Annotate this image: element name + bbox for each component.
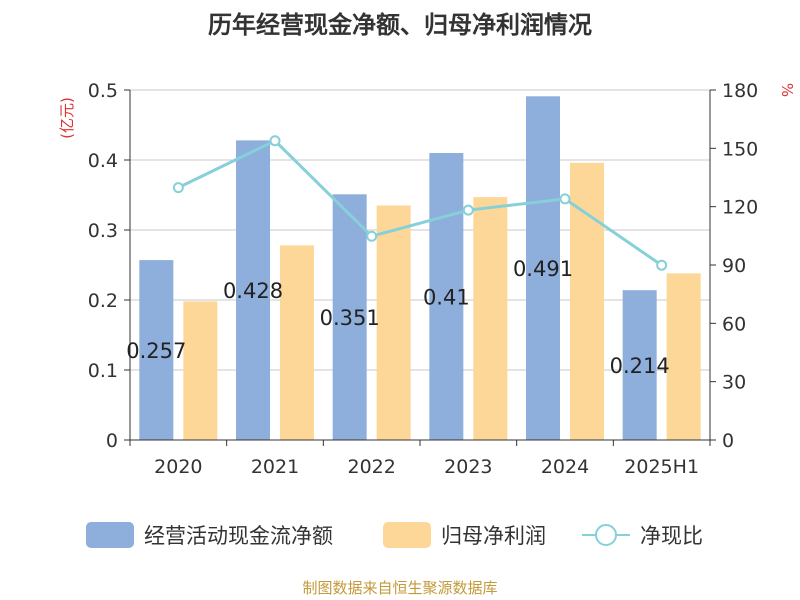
x-tick-label: 2021 <box>251 456 299 478</box>
bars <box>139 96 701 441</box>
ratio-line <box>172 135 668 271</box>
bar-profit <box>666 273 701 440</box>
y2-tick-label: 150 <box>722 138 758 160</box>
ratio-point <box>559 193 571 205</box>
legend-label-ratio: 净现比 <box>640 524 703 548</box>
y2-tick-label: 30 <box>722 372 746 394</box>
y-tick-label: 0.1 <box>88 360 118 382</box>
bar-cashflow <box>236 140 270 440</box>
axes: 0 0.1 0.2 0.3 0.4 0.5 0 30 60 90 120 150 180 2020 2021… <box>88 80 758 478</box>
x-tick-label: 2024 <box>541 456 589 478</box>
y-tick-label: 0.3 <box>88 220 118 242</box>
legend-swatch-cashflow <box>86 522 134 548</box>
legend-swatch-profit <box>383 522 431 548</box>
x-tick-label: 2025H1 <box>624 456 699 478</box>
bar-data-label: 0.428 <box>223 279 283 303</box>
legend-label-profit: 归母净利润 <box>441 524 546 548</box>
chart-title: 历年经营现金净额、归母净利润情况 <box>208 11 592 39</box>
bar-data-label: 0.491 <box>513 257 573 281</box>
y-tick-label: 0.2 <box>88 290 118 312</box>
ratio-point <box>462 204 474 216</box>
x-tick-label: 2020 <box>154 456 202 478</box>
bar-data-label: 0.41 <box>423 286 470 310</box>
ratio-point <box>269 135 281 147</box>
bar-cashflow <box>139 260 174 440</box>
ratio-point <box>656 259 668 271</box>
data-labels: 0.257 0.428 0.351 0.41 0.491 0.214 <box>126 257 669 378</box>
ratio-line-path <box>177 138 663 267</box>
bar-cashflow <box>526 96 560 441</box>
y-tick-label: 0 <box>106 430 118 452</box>
legend: 经营活动现金流净额 归母净利润 净现比 <box>86 522 703 548</box>
source-note: 制图数据来自恒生聚源数据库 <box>302 579 497 597</box>
bar-data-label: 0.214 <box>610 354 670 378</box>
left-axis-unit: (亿元) <box>58 97 76 139</box>
y2-tick-label: 90 <box>722 255 746 277</box>
bar-profit <box>473 197 508 440</box>
bar-cashflow <box>622 290 657 440</box>
ratio-point <box>172 182 184 194</box>
y2-tick-label: 120 <box>722 197 758 219</box>
bar-profit <box>183 301 218 440</box>
y2-tick-label: 60 <box>722 313 746 335</box>
y2-tick-label: 180 <box>722 80 758 102</box>
right-axis-unit: % <box>778 83 796 97</box>
bar-profit <box>376 205 411 440</box>
legend-swatch-ratio-marker <box>595 524 617 546</box>
bar-data-label: 0.257 <box>126 339 186 363</box>
y2-tick-label: 0 <box>722 430 734 452</box>
x-tick-label: 2023 <box>444 456 492 478</box>
bar-cashflow <box>332 194 367 440</box>
x-tick-label: 2022 <box>347 456 395 478</box>
y-tick-label: 0.4 <box>88 150 118 172</box>
bar-profit <box>280 245 314 440</box>
ratio-point <box>366 230 378 242</box>
bar-cashflow <box>429 153 464 440</box>
y-tick-label: 0.5 <box>88 80 118 102</box>
bar-profit <box>570 162 604 441</box>
legend-label-cashflow: 经营活动现金流净额 <box>144 524 333 548</box>
bar-data-label: 0.351 <box>320 306 380 330</box>
